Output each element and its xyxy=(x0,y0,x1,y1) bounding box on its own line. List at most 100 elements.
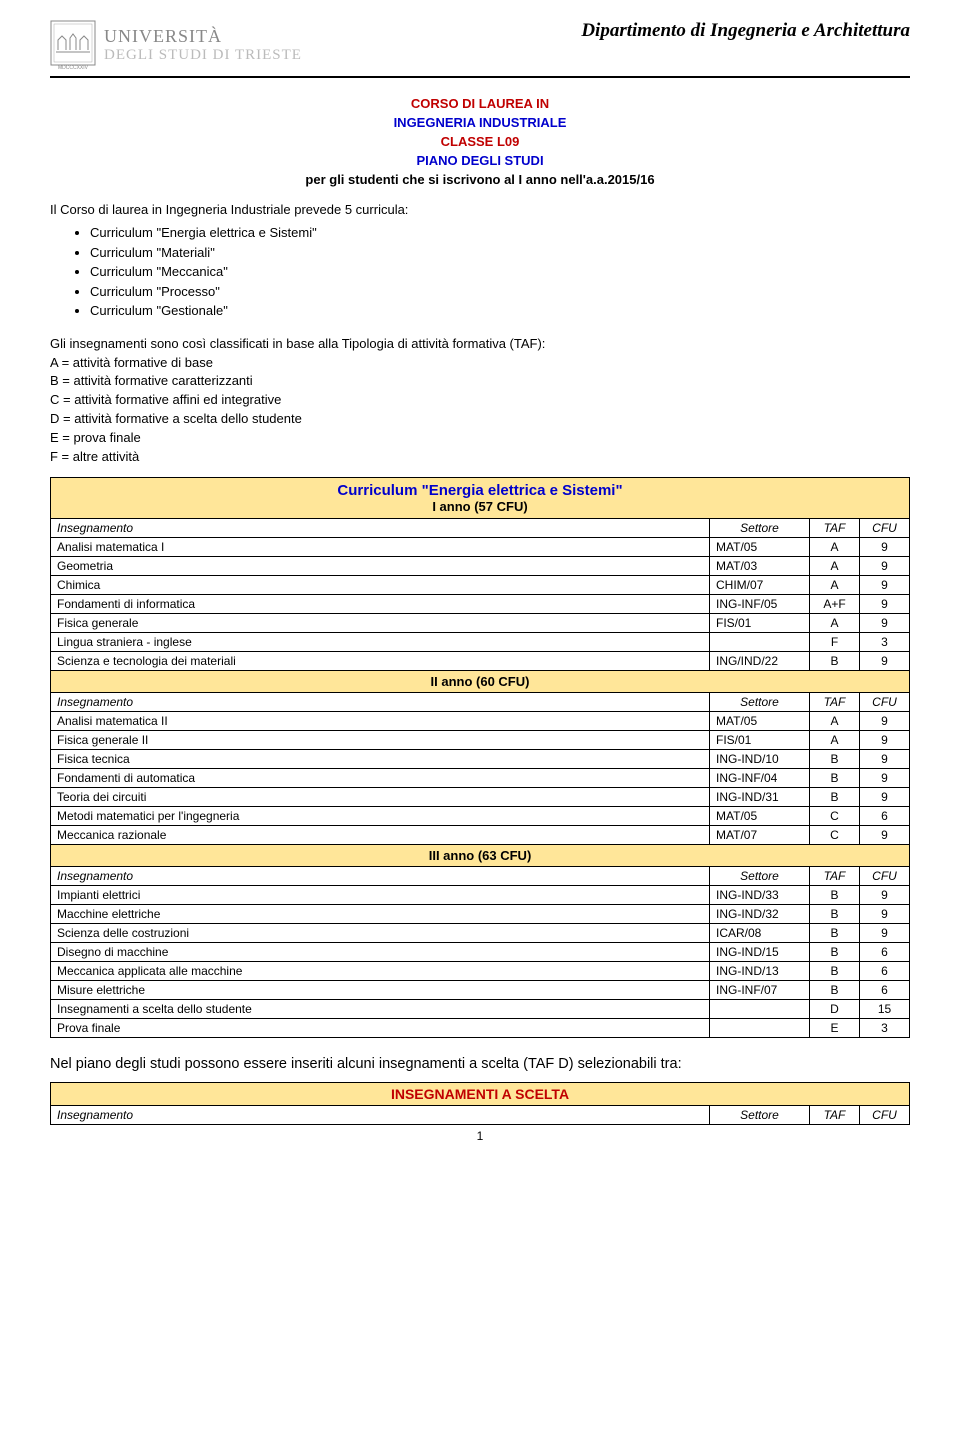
table-cell: F xyxy=(810,632,860,651)
table-cell: 6 xyxy=(860,806,910,825)
table-cell: D xyxy=(810,999,860,1018)
list-item: Curriculum "Processo" xyxy=(90,282,910,302)
taf-a: A = attività formative di base xyxy=(50,354,910,373)
col-insegnamento: Insegnamento xyxy=(51,1105,710,1124)
table-cell: Analisi matematica II xyxy=(51,711,710,730)
table-cell xyxy=(710,999,810,1018)
table-cell: ING-IND/31 xyxy=(710,787,810,806)
table-cell: B xyxy=(810,768,860,787)
table-cell: B xyxy=(810,904,860,923)
taf-e: E = prova finale xyxy=(50,429,910,448)
table-cell: B xyxy=(810,749,860,768)
col-taf: TAF xyxy=(810,518,860,537)
table-row: Scienza e tecnologia dei materialiING/IN… xyxy=(51,651,910,670)
table-cell: Insegnamenti a scelta dello studente xyxy=(51,999,710,1018)
taf-intro: Gli insegnamenti sono così classificati … xyxy=(50,335,910,354)
table-row: Insegnamenti a scelta dello studente D15 xyxy=(51,999,910,1018)
university-name-line2: DEGLI STUDI DI TRIESTE xyxy=(104,47,302,64)
taf-c: C = attività formative affini ed integra… xyxy=(50,391,910,410)
table-cell: ING-IND/15 xyxy=(710,942,810,961)
table-row: Scienza delle costruzioniICAR/08B9 xyxy=(51,923,910,942)
svg-text:MDCCCXXIV: MDCCCXXIV xyxy=(58,65,89,70)
table-cell: A xyxy=(810,575,860,594)
col-insegnamento: Insegnamento xyxy=(51,866,710,885)
scelta-title-row: INSEGNAMENTI A SCELTA xyxy=(51,1082,910,1105)
table-cell: 9 xyxy=(860,730,910,749)
table-cell: A+F xyxy=(810,594,860,613)
table-cell: ING-IND/32 xyxy=(710,904,810,923)
document-titles: CORSO DI LAUREA IN INGEGNERIA INDUSTRIAL… xyxy=(50,96,910,187)
table-cell xyxy=(710,632,810,651)
table-cell: 6 xyxy=(860,942,910,961)
col-settore: Settore xyxy=(710,692,810,711)
table-header-row: Insegnamento Settore TAF CFU xyxy=(51,692,910,711)
table-cell: 9 xyxy=(860,904,910,923)
table-row: Prova finaleE3 xyxy=(51,1018,910,1037)
table-cell: Teoria dei circuiti xyxy=(51,787,710,806)
table-row: Misure elettricheING-INF/07B6 xyxy=(51,980,910,999)
table-cell: Lingua straniera - inglese xyxy=(51,632,710,651)
table-cell: FIS/01 xyxy=(710,613,810,632)
table-cell: Fisica generale xyxy=(51,613,710,632)
table-row: Analisi matematica IIMAT/05A9 xyxy=(51,711,910,730)
col-insegnamento: Insegnamento xyxy=(51,518,710,537)
table-row: Teoria dei circuitiING-IND/31B9 xyxy=(51,787,910,806)
table-cell: B xyxy=(810,787,860,806)
taf-d: D = attività formative a scelta dello st… xyxy=(50,410,910,429)
table-cell: Impianti elettrici xyxy=(51,885,710,904)
table-cell: Scienza e tecnologia dei materiali xyxy=(51,651,710,670)
table-row: Fondamenti di informaticaING-INF/05A+F9 xyxy=(51,594,910,613)
curriculum-title-row: Curriculum "Energia elettrica e Sistemi"… xyxy=(51,477,910,518)
col-cfu: CFU xyxy=(860,866,910,885)
table-header-row: Insegnamento Settore TAF CFU xyxy=(51,866,910,885)
table-cell: B xyxy=(810,923,860,942)
col-taf: TAF xyxy=(810,866,860,885)
table-cell: ICAR/08 xyxy=(710,923,810,942)
table-cell: 9 xyxy=(860,749,910,768)
table-cell: 9 xyxy=(860,923,910,942)
table-cell: CHIM/07 xyxy=(710,575,810,594)
table-cell: Analisi matematica I xyxy=(51,537,710,556)
table-cell: ING-INF/07 xyxy=(710,980,810,999)
table-row: Impianti elettriciING-IND/33B9 xyxy=(51,885,910,904)
corso-label: CORSO DI LAUREA IN xyxy=(50,96,910,111)
table-cell: ING-IND/10 xyxy=(710,749,810,768)
year3-header: III anno (63 CFU) xyxy=(51,844,910,866)
table-cell: 3 xyxy=(860,632,910,651)
university-name-line1: UNIVERSITÀ xyxy=(104,27,302,47)
table-row: Meccanica razionaleMAT/07C9 xyxy=(51,825,910,844)
table-cell: 9 xyxy=(860,594,910,613)
year2-header: II anno (60 CFU) xyxy=(51,670,910,692)
intro-text: Il Corso di laurea in Ingegneria Industr… xyxy=(50,201,910,219)
table-cell: 9 xyxy=(860,651,910,670)
table-cell: Meccanica razionale xyxy=(51,825,710,844)
table-cell: Macchine elettriche xyxy=(51,904,710,923)
table-cell: 9 xyxy=(860,825,910,844)
col-settore: Settore xyxy=(710,518,810,537)
table-cell: MAT/07 xyxy=(710,825,810,844)
curricula-list: Curriculum "Energia elettrica e Sistemi"… xyxy=(90,223,910,321)
table-cell: ING-INF/04 xyxy=(710,768,810,787)
table-cell: 6 xyxy=(860,961,910,980)
table-row: Meccanica applicata alle macchineING-IND… xyxy=(51,961,910,980)
table-cell: B xyxy=(810,885,860,904)
scelta-table: INSEGNAMENTI A SCELTA Insegnamento Setto… xyxy=(50,1082,910,1125)
table-cell: ING-IND/13 xyxy=(710,961,810,980)
table-cell: Prova finale xyxy=(51,1018,710,1037)
table-cell: 9 xyxy=(860,885,910,904)
table-cell: B xyxy=(810,651,860,670)
table-cell: FIS/01 xyxy=(710,730,810,749)
table-cell: C xyxy=(810,825,860,844)
table-cell: ING-INF/05 xyxy=(710,594,810,613)
piano-label: PIANO DEGLI STUDI xyxy=(50,153,910,168)
table-cell: 9 xyxy=(860,575,910,594)
table-row: Fisica tecnicaING-IND/10B9 xyxy=(51,749,910,768)
table-cell: Meccanica applicata alle macchine xyxy=(51,961,710,980)
university-name: UNIVERSITÀ DEGLI STUDI DI TRIESTE xyxy=(104,27,302,63)
department-title: Dipartimento di Ingegneria e Architettur… xyxy=(581,20,910,42)
table-cell: B xyxy=(810,942,860,961)
footer-note: Nel piano degli studi possono essere ins… xyxy=(50,1056,910,1072)
col-taf: TAF xyxy=(810,692,860,711)
col-taf: TAF xyxy=(810,1105,860,1124)
table-cell: 15 xyxy=(860,999,910,1018)
